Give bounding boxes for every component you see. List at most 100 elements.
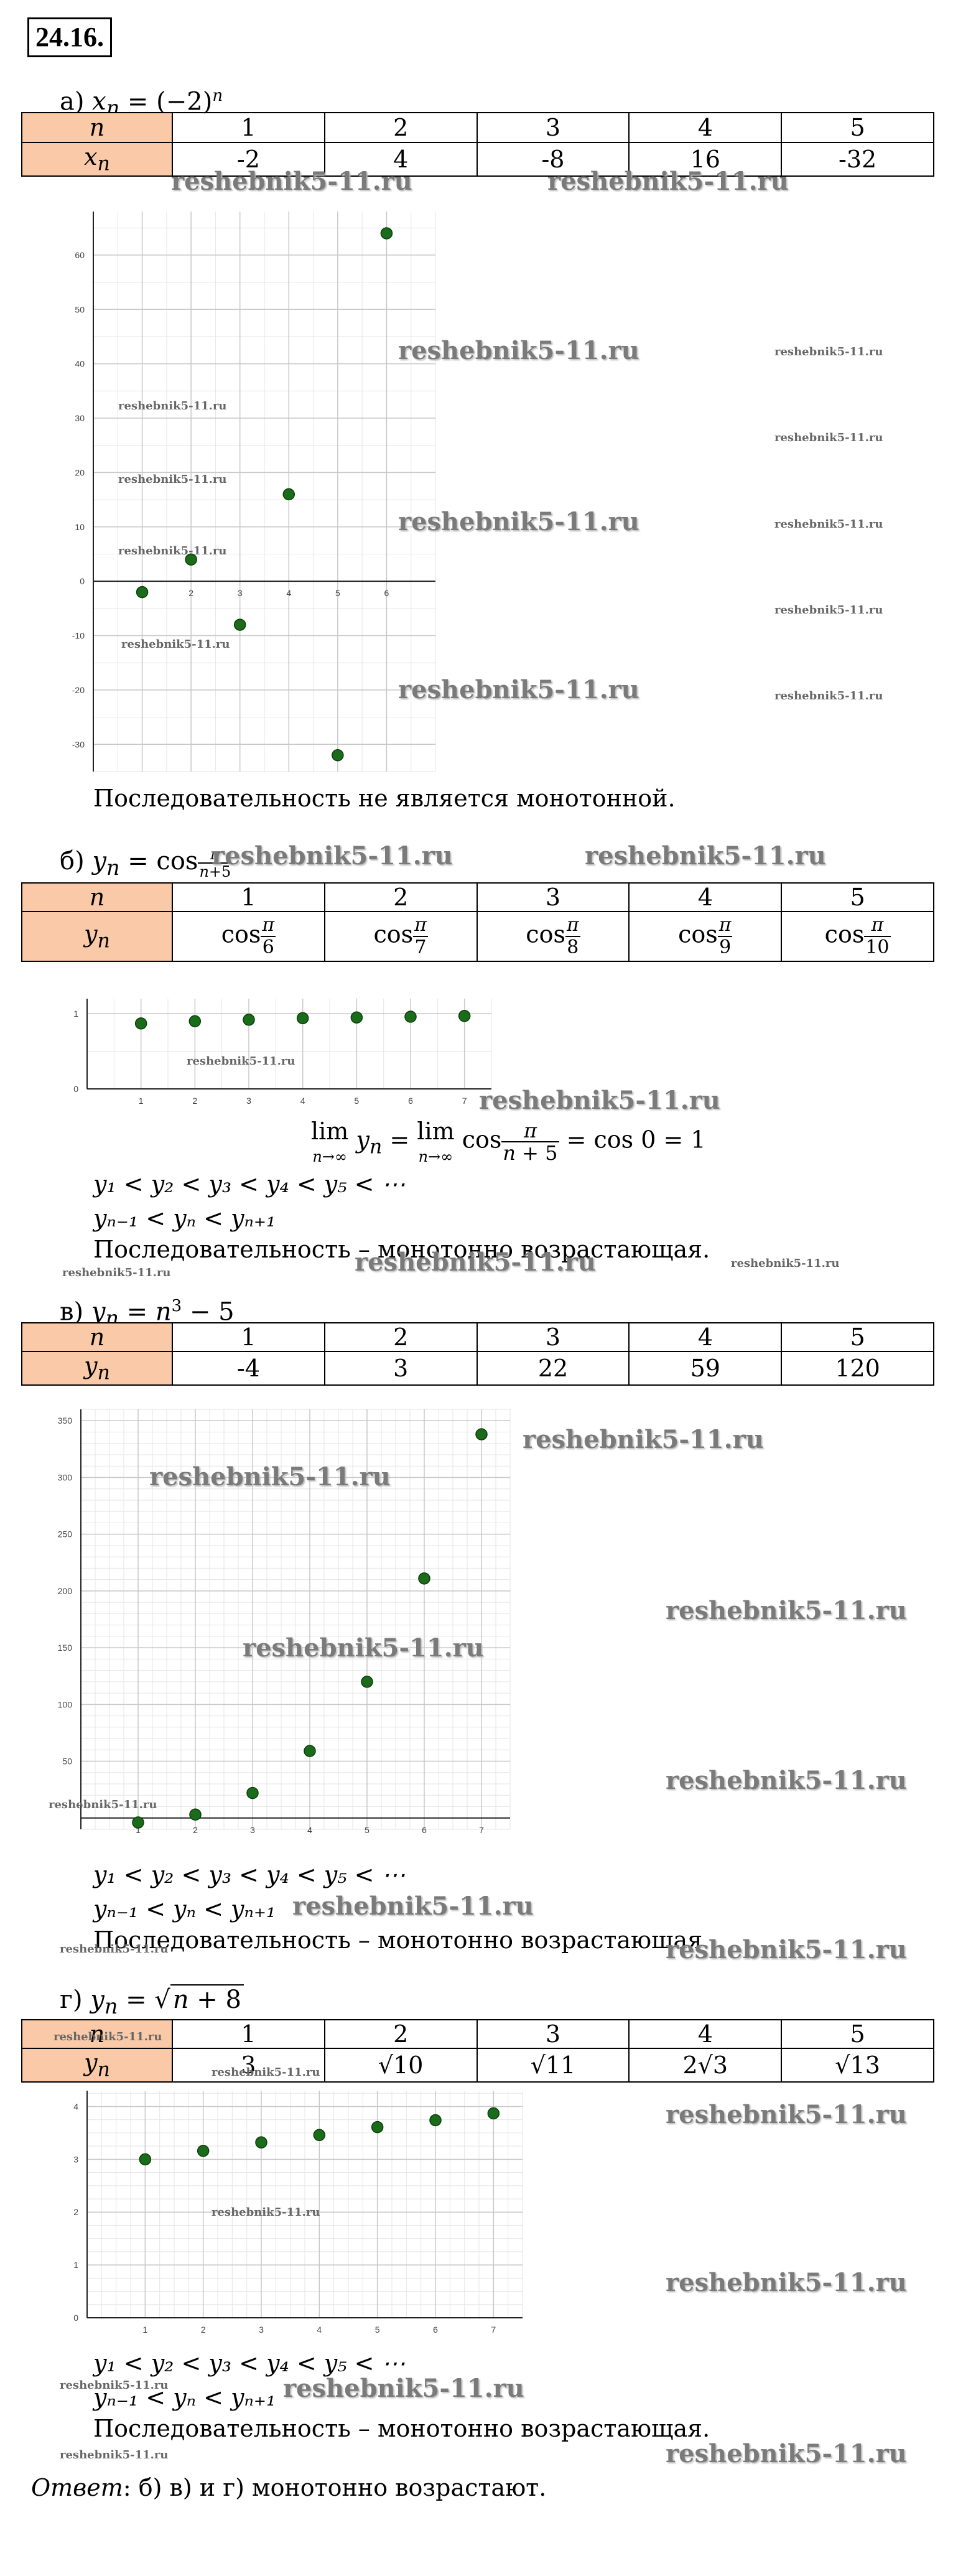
watermark: reshebnik5-11.ru [53, 2030, 162, 2043]
answer-label: Ответ [31, 2474, 123, 2501]
part-a-table: n 1 2 3 4 5 xn -2 4 -8 16 -32 [21, 112, 934, 177]
watermark: reshebnik5-11.ru [666, 2439, 907, 2468]
data-point [304, 1745, 316, 1757]
table-header-cell: 2 [323, 2019, 478, 2049]
data-point [296, 1012, 309, 1025]
table-row-label: yn [21, 2048, 173, 2083]
watermark: reshebnik5-11.ru [666, 1596, 907, 1625]
y-tick-label: 100 [58, 1699, 73, 1709]
part-g-ineq2: yₙ₋₁ < yₙ < yₙ₊₁ [93, 2384, 276, 2411]
x-tick-label: 3 [238, 588, 243, 598]
y-tick-label: 150 [58, 1643, 73, 1653]
y-tick-label: 10 [75, 522, 85, 532]
watermark: reshebnik5-11.ru [292, 1892, 534, 1921]
watermark: reshebnik5-11.ru [547, 167, 789, 196]
part-g-prefix: г) [60, 1986, 83, 2014]
y-tick-label: 0 [80, 576, 85, 586]
part-v-chart: 1 2 3 4 5 6 7 350 300 250 200 150 100 50 [25, 1400, 523, 1854]
answer-text: : б) в) и г) монотонно возрастают. [123, 2474, 547, 2501]
watermark: reshebnik5-11.ru [666, 1766, 907, 1795]
data-point [313, 2129, 326, 2142]
table-cell: cos π 7 [323, 911, 478, 962]
part-b-title: б) yn = cos π n+5 [60, 846, 233, 880]
watermark: reshebnik5-11.ru [149, 1462, 391, 1491]
table-cell: 59 [628, 1351, 783, 1386]
watermark: reshebnik5-11.ru [666, 1935, 907, 1964]
table-header-cell: 3 [476, 2019, 630, 2049]
watermark: reshebnik5-11.ru [187, 1055, 295, 1068]
table-row-label: yn [21, 911, 173, 962]
y-tick-label: 3 [73, 2154, 78, 2164]
table-cell: 120 [781, 1351, 934, 1386]
table-header-cell: 1 [172, 112, 325, 143]
data-point [361, 1676, 373, 1688]
watermark: reshebnik5-11.ru [49, 1798, 157, 1811]
part-a-prefix: а) [60, 87, 85, 116]
table-header-cell: 3 [476, 1322, 630, 1352]
table-row-label: yn [21, 1351, 173, 1386]
x-tick-label: 4 [317, 2325, 322, 2335]
x-tick-label: 7 [491, 2325, 496, 2335]
x-tick-label: 1 [142, 2325, 147, 2335]
table-cell: 2√3 [628, 2048, 783, 2083]
grid [86, 999, 492, 1090]
x-tick-label: 5 [335, 588, 340, 598]
data-point [255, 2136, 267, 2149]
part-g-chart: 1 2 3 4 5 6 7 4 3 2 1 0 [50, 2081, 535, 2343]
part-v-ineq1: y₁ < y₂ < y₃ < y₄ < y₅ < ⋯ [93, 1861, 406, 1888]
part-b-prefix: б) [60, 847, 85, 875]
table-cell: 3 [323, 1351, 478, 1386]
table-header-cell: n [21, 2019, 173, 2049]
table-header-cell: n [21, 112, 173, 143]
data-point [332, 749, 344, 762]
y-tick-label: 40 [75, 359, 85, 369]
table-header-cell: 5 [781, 1322, 934, 1352]
watermark: reshebnik5-11.ru [118, 473, 227, 486]
y-tick-label: -30 [72, 739, 85, 749]
table-header-cell: 4 [628, 882, 783, 912]
part-b-conclusion: Последовательность – монотонно возрастаю… [93, 1236, 710, 1263]
y-tick-label: -20 [72, 685, 85, 695]
table-row-label: xn [21, 142, 173, 177]
problem-number: 24.16. [27, 17, 112, 57]
y-tick-label: 350 [58, 1416, 73, 1426]
data-point [282, 488, 295, 501]
part-v-ineq2: yₙ₋₁ < yₙ < yₙ₊₁ [93, 1895, 276, 1923]
x-tick-label: 3 [250, 1825, 255, 1835]
y-tick-label: 250 [58, 1529, 73, 1539]
watermark: reshebnik5-11.ru [283, 2374, 524, 2403]
x-tick-label: 5 [365, 1825, 370, 1835]
grid [93, 212, 436, 772]
watermark: reshebnik5-11.ru [398, 507, 639, 536]
table-header-cell: n [21, 1322, 173, 1352]
part-g-chart-svg: 1 2 3 4 5 6 7 4 3 2 1 0 [73, 2091, 523, 2335]
data-point [139, 2153, 152, 2166]
y-tick-label: -10 [72, 631, 85, 641]
watermark: reshebnik5-11.ru [243, 1633, 484, 1663]
watermark: reshebnik5-11.ru [355, 1248, 596, 1277]
part-v-value-row: yn -4 3 22 59 120 [21, 1351, 934, 1386]
table-cell: 4 [323, 142, 478, 177]
table-cell: cos π 6 [172, 911, 325, 962]
data-point [136, 586, 149, 599]
watermark: reshebnik5-11.ru [774, 345, 883, 358]
part-b-chart: 1 2 3 4 5 6 7 1 0 [56, 989, 504, 1114]
data-point [380, 227, 393, 240]
watermark: reshebnik5-11.ru [666, 2100, 907, 2129]
watermark: reshebnik5-11.ru [118, 399, 227, 413]
table-cell: √13 [781, 2048, 934, 2083]
part-b-ineq1: y₁ < y₂ < y₃ < y₄ < y₅ < ⋯ [93, 1170, 406, 1198]
y-tick-label: 4 [73, 2101, 78, 2111]
data-point [185, 553, 197, 566]
data-point [458, 1010, 471, 1022]
data-point [188, 1015, 202, 1027]
table-header-cell: 3 [476, 112, 630, 143]
watermark: reshebnik5-11.ru [62, 1266, 171, 1279]
data-point [132, 1816, 144, 1829]
watermark: reshebnik5-11.ru [121, 638, 230, 651]
x-tick-label: 6 [384, 588, 389, 598]
part-v-chart-svg: 1 2 3 4 5 6 7 350 300 250 200 150 100 50 [58, 1409, 511, 1835]
watermark: reshebnik5-11.ru [666, 2268, 907, 2297]
part-g-ineq1: y₁ < y₂ < y₃ < y₄ < y₅ < ⋯ [93, 2350, 406, 2377]
x-tick-label: 6 [408, 1096, 413, 1106]
